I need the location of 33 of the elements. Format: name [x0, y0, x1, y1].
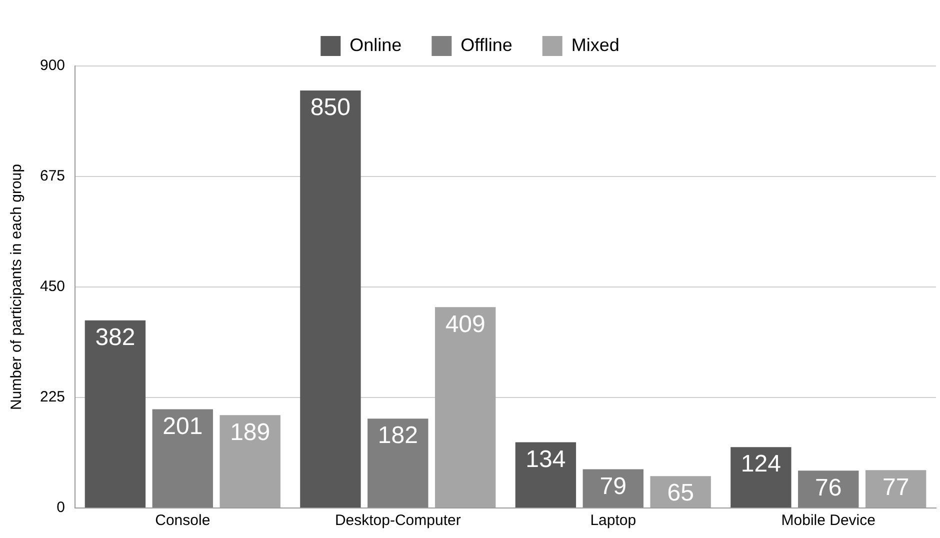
data-label: 77	[882, 474, 910, 501]
data-label: 65	[667, 480, 694, 507]
data-label: 182	[378, 422, 418, 450]
y-axis-title: Number of participants in each group	[8, 164, 26, 410]
bar	[730, 447, 792, 508]
bar	[152, 409, 213, 508]
data-label: 382	[95, 324, 136, 352]
data-label: 850	[310, 94, 350, 122]
bar	[515, 442, 576, 508]
bar	[84, 320, 146, 508]
x-tick-label: Laptop	[590, 512, 636, 530]
y-tick-label: 225	[40, 388, 66, 406]
data-label: 201	[162, 412, 203, 440]
legend-label: Offline	[460, 34, 512, 55]
data-label: 76	[815, 474, 842, 502]
y-tick-label: 450	[40, 278, 66, 296]
bar	[300, 90, 361, 508]
y-tick-label: 900	[40, 57, 66, 74]
bar	[368, 418, 428, 508]
y-tick-label: 0	[56, 499, 66, 516]
bar	[582, 469, 644, 508]
bar	[798, 470, 859, 508]
x-tick-label: Desktop-Computer	[334, 512, 461, 530]
data-label: 189	[230, 418, 270, 446]
data-label: 79	[600, 472, 626, 500]
legend-label: Online	[350, 34, 402, 55]
x-tick-label: Mobile Device	[781, 512, 876, 530]
y-tick-label: 675	[40, 168, 66, 185]
data-label: 409	[445, 310, 486, 338]
data-label: 134	[526, 446, 566, 473]
x-tick-label: Console	[155, 512, 210, 530]
legend-label: Mixed	[571, 34, 620, 55]
data-label: 124	[740, 450, 781, 478]
